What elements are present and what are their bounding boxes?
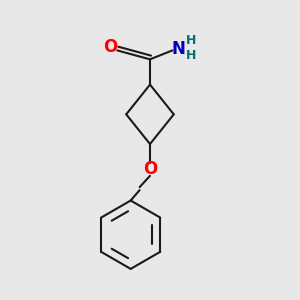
Text: O: O: [143, 160, 157, 178]
Text: O: O: [103, 38, 117, 56]
Text: N: N: [171, 40, 185, 58]
Text: H: H: [185, 34, 196, 47]
Text: H: H: [185, 49, 196, 62]
